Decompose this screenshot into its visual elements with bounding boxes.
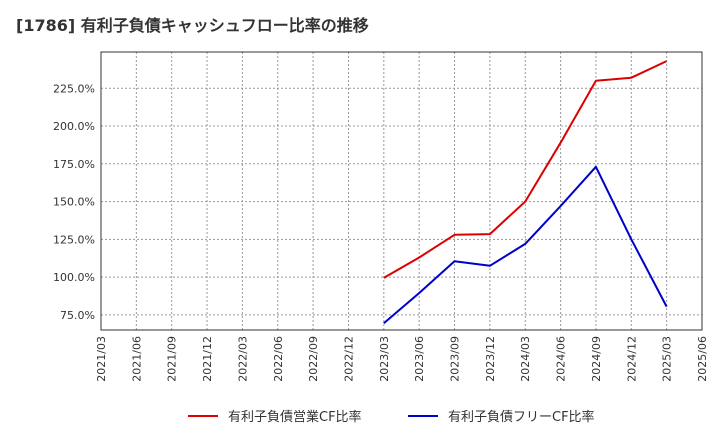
legend-swatch-operating-cf [188, 414, 218, 417]
x-tick-label: 2024/12 [625, 336, 638, 382]
legend-item-free-cf: 有利子負債フリーCF比率 [408, 406, 595, 425]
x-tick-label: 2025/03 [661, 336, 674, 382]
x-tick-label: 2023/09 [449, 336, 462, 382]
x-tick-label: 2022/06 [272, 336, 285, 382]
legend-label-operating-cf: 有利子負債営業CF比率 [228, 410, 362, 425]
plot-frame [100, 51, 703, 331]
x-tick-label: 2025/06 [696, 336, 709, 382]
chart-title: [1786] 有利子負債キャッシュフロー比率の推移 [16, 16, 369, 35]
series-lines [383, 60, 668, 324]
y-tick-label: 125.0% [53, 233, 95, 246]
x-tick-labels: 2021/03 2021/06 2021/09 2021/12 2022/03 2022/… [95, 336, 709, 382]
series-line-0 [383, 60, 668, 279]
x-tick-label: 2021/12 [201, 336, 214, 382]
x-tick-label: 2022/12 [342, 336, 355, 382]
x-tick-label: 2022/03 [236, 336, 249, 382]
series-line-1 [383, 165, 668, 324]
y-tick-labels: 75.0% 100.0% 125.0% 150.0% 175.0% 200.0% 225.0… [53, 82, 95, 322]
grid [100, 52, 703, 330]
y-tick-label: 175.0% [53, 158, 95, 171]
y-tick-label: 200.0% [53, 120, 95, 133]
x-tick-label: 2021/09 [166, 336, 179, 382]
x-tick-label: 2021/03 [95, 336, 108, 382]
x-tick-label: 2024/09 [590, 336, 603, 382]
x-tick-label: 2023/06 [413, 336, 426, 382]
legend-item-operating-cf: 有利子負債営業CF比率 [188, 406, 362, 425]
legend-label-free-cf: 有利子負債フリーCF比率 [448, 410, 595, 425]
y-tick-label: 75.0% [60, 309, 95, 322]
y-tick-label: 100.0% [53, 271, 95, 284]
x-tick-label: 2024/06 [555, 336, 568, 382]
x-tick-label: 2024/03 [519, 336, 532, 382]
x-tick-label: 2022/09 [307, 336, 320, 382]
y-tick-label: 150.0% [53, 196, 95, 209]
y-tick-label: 225.0% [53, 82, 95, 95]
legend: 有利子負債営業CF比率 有利子負債フリーCF比率 [0, 406, 720, 426]
x-tick-label: 2023/12 [484, 336, 497, 382]
x-tick-label: 2021/06 [130, 336, 143, 382]
x-tick-label: 2023/03 [378, 336, 391, 382]
legend-swatch-free-cf [408, 414, 438, 417]
